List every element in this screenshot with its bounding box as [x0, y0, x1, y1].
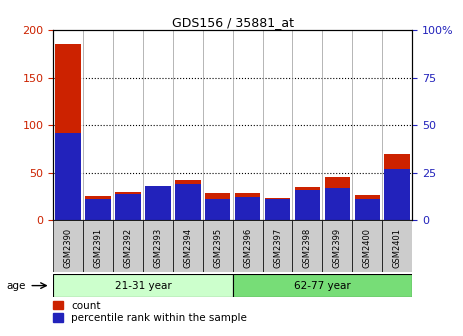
Bar — [85, 199, 111, 220]
Text: GSM2394: GSM2394 — [183, 228, 192, 268]
Text: GSM2395: GSM2395 — [213, 228, 222, 268]
Bar — [265, 198, 290, 220]
Bar — [263, 220, 293, 272]
Bar — [325, 188, 350, 220]
Text: GSM2391: GSM2391 — [94, 228, 103, 268]
Bar — [295, 190, 320, 220]
Bar — [145, 187, 170, 220]
Bar — [85, 196, 111, 220]
Bar — [203, 220, 233, 272]
Bar — [173, 220, 203, 272]
Text: GSM2392: GSM2392 — [124, 228, 132, 268]
Bar — [83, 220, 113, 272]
Bar — [175, 180, 200, 220]
Bar — [355, 196, 380, 220]
Bar — [232, 274, 412, 297]
Bar — [115, 192, 141, 220]
Bar — [295, 187, 320, 220]
Bar — [145, 186, 170, 220]
Title: GDS156 / 35881_at: GDS156 / 35881_at — [172, 16, 294, 29]
Text: 62-77 year: 62-77 year — [294, 281, 351, 291]
Bar — [352, 220, 382, 272]
Bar — [235, 193, 260, 220]
Text: GSM2393: GSM2393 — [153, 228, 163, 268]
Text: age: age — [6, 281, 25, 291]
Text: GSM2400: GSM2400 — [363, 228, 372, 268]
Bar — [53, 274, 232, 297]
Text: GSM2396: GSM2396 — [243, 228, 252, 268]
Bar — [53, 220, 83, 272]
Bar — [205, 193, 231, 220]
Text: GSM2398: GSM2398 — [303, 228, 312, 268]
Bar — [355, 199, 380, 220]
Bar — [113, 220, 143, 272]
Bar — [293, 220, 322, 272]
Bar — [235, 197, 260, 220]
Bar — [382, 220, 412, 272]
Legend: count, percentile rank within the sample: count, percentile rank within the sample — [53, 301, 247, 323]
Bar — [205, 199, 231, 220]
Bar — [175, 184, 200, 220]
Bar — [384, 154, 410, 220]
Bar — [322, 220, 352, 272]
Text: GSM2397: GSM2397 — [273, 228, 282, 268]
Bar — [115, 194, 141, 220]
Text: GSM2390: GSM2390 — [64, 228, 73, 268]
Bar — [56, 44, 81, 220]
Bar — [56, 133, 81, 220]
Bar — [143, 220, 173, 272]
Text: 21-31 year: 21-31 year — [114, 281, 171, 291]
Bar — [265, 199, 290, 220]
Text: GSM2401: GSM2401 — [393, 228, 401, 268]
Bar — [384, 169, 410, 220]
Text: GSM2399: GSM2399 — [333, 228, 342, 268]
Bar — [233, 220, 263, 272]
Bar — [325, 177, 350, 220]
